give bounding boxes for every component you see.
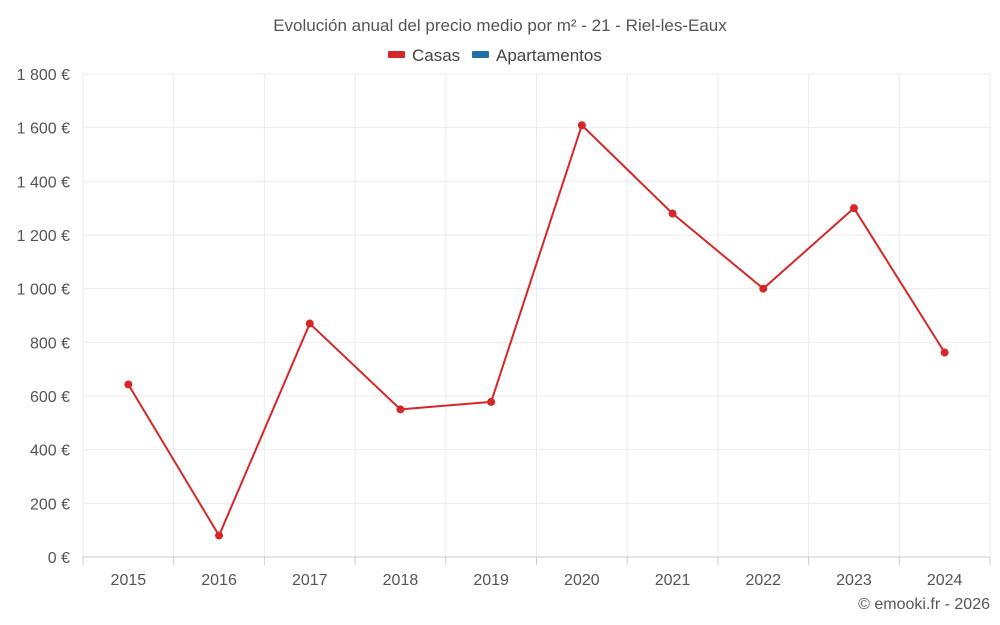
legend-swatch-casas[interactable]	[388, 51, 405, 58]
y-tick-label: 800 €	[30, 335, 70, 352]
y-tick-label: 0 €	[48, 550, 70, 567]
credit-text: © emooki.fr - 2026	[858, 596, 990, 613]
series-layer	[124, 121, 949, 540]
chart-title: Evolución anual del precio medio por m² …	[273, 16, 727, 35]
data-point-casas-2015[interactable]	[124, 380, 133, 389]
x-axis: 2015 2016 2017 2018 2019 2020 2021 2022 2023 2024	[82, 556, 991, 589]
data-point-casas-2018[interactable]	[396, 405, 405, 414]
legend-label-casas[interactable]: Casas	[412, 46, 460, 65]
y-tick-label: 1 000 €	[17, 282, 70, 299]
y-tick-label: 1 800 €	[17, 67, 70, 84]
data-point-casas-2020[interactable]	[577, 121, 586, 130]
data-point-casas-2022[interactable]	[759, 284, 768, 293]
y-tick-label: 600 €	[30, 389, 70, 406]
x-tick-label: 2018	[383, 572, 419, 589]
y-tick-label: 1 200 €	[17, 228, 70, 245]
data-point-casas-2021[interactable]	[668, 209, 677, 218]
x-tick-label: 2017	[292, 572, 328, 589]
x-tick-label: 2022	[745, 572, 781, 589]
x-tick-label: 2016	[201, 572, 237, 589]
data-point-casas-2024[interactable]	[940, 348, 949, 357]
data-point-casas-2016[interactable]	[215, 531, 224, 540]
x-tick-label: 2015	[111, 572, 147, 589]
legend-swatch-apartamentos[interactable]	[472, 51, 489, 58]
data-point-casas-2017[interactable]	[305, 319, 314, 328]
y-tick-label: 1 600 €	[17, 121, 70, 138]
x-tick-label: 2024	[927, 572, 963, 589]
x-tick-label: 2023	[836, 572, 872, 589]
legend-label-apartamentos[interactable]: Apartamentos	[496, 46, 602, 65]
y-tick-label: 200 €	[30, 496, 70, 513]
series-line-casas	[127, 124, 946, 537]
y-tick-label: 400 €	[30, 443, 70, 460]
x-tick-label: 2021	[655, 572, 691, 589]
y-axis: 0 € 200 € 400 € 600 € 800 € 1 000 € 1 200 € 1 4…	[17, 67, 70, 567]
x-tick-label: 2020	[564, 572, 600, 589]
legend: Casas Apartamentos	[388, 46, 602, 65]
grid	[82, 73, 991, 557]
y-tick-label: 1 400 €	[17, 174, 70, 191]
x-tick-label: 2019	[473, 572, 509, 589]
data-point-casas-2023[interactable]	[849, 204, 858, 213]
data-point-casas-2019[interactable]	[487, 397, 496, 406]
